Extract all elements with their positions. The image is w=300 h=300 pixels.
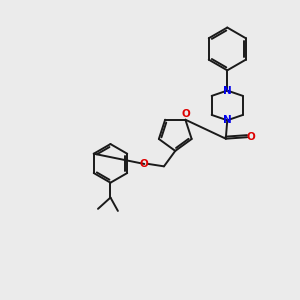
Text: O: O [140,159,149,169]
Text: O: O [247,132,255,142]
Text: N: N [223,115,232,125]
Text: N: N [223,85,232,96]
Text: O: O [181,110,190,119]
